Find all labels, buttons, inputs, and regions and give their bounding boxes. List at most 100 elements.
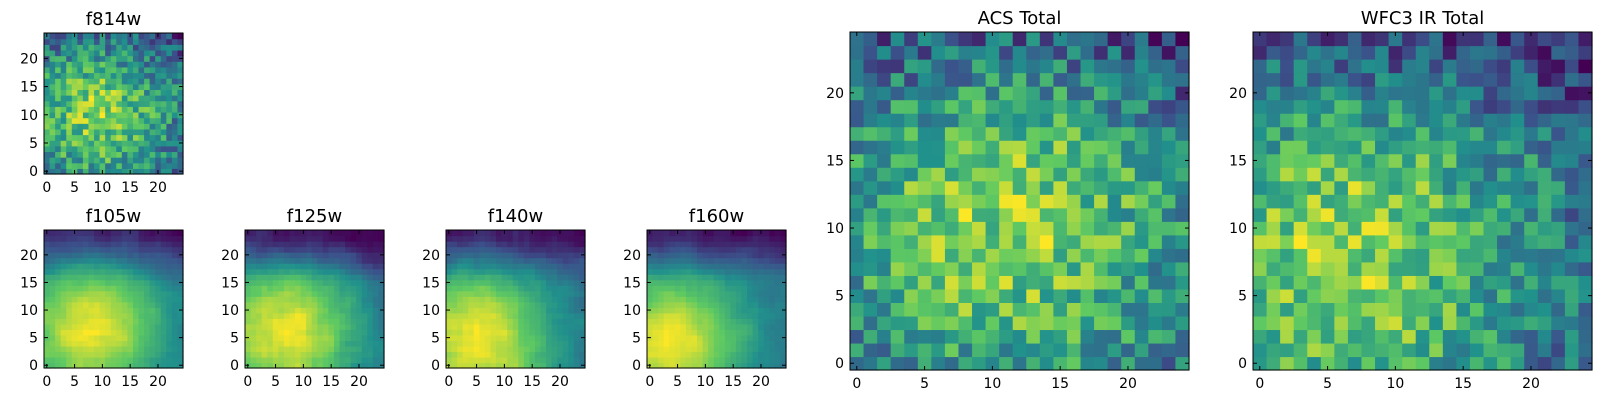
heatmap-cell xyxy=(132,345,140,353)
heatmap-cell xyxy=(669,279,676,286)
heatmap-cell xyxy=(719,274,726,281)
heatmap-cell xyxy=(1293,261,1308,276)
heatmap-cell xyxy=(250,263,257,270)
heatmap-cell xyxy=(944,315,960,331)
heatmap-cell xyxy=(512,301,519,308)
heatmap-cell xyxy=(55,145,62,153)
heatmap-cell xyxy=(1524,275,1539,290)
heatmap-cell xyxy=(166,95,173,102)
heatmap-cell xyxy=(1039,72,1054,87)
heatmap-cell xyxy=(685,362,693,369)
heatmap-cell xyxy=(44,162,51,169)
heatmap-cell xyxy=(1026,72,1041,87)
heatmap-cell xyxy=(1026,221,1041,236)
heatmap-cell xyxy=(735,301,743,308)
heatmap-cell xyxy=(60,78,67,85)
heatmap-cell xyxy=(917,167,932,182)
heatmap-cell xyxy=(300,246,307,253)
heatmap-cell xyxy=(1053,99,1068,114)
heatmap-cell xyxy=(719,362,726,369)
heatmap-cell xyxy=(171,252,179,259)
heatmap-cell xyxy=(669,290,676,297)
heatmap-cell xyxy=(446,257,453,264)
heatmap-cell xyxy=(105,151,112,158)
heatmap-cell xyxy=(121,49,128,57)
heatmap-cell xyxy=(1578,32,1593,47)
heatmap-cell xyxy=(451,230,458,237)
heatmap-cell xyxy=(132,257,140,264)
heatmap-cell xyxy=(1564,356,1580,371)
heatmap-cell xyxy=(77,230,84,237)
heatmap-cell xyxy=(1307,32,1322,47)
heatmap-cell xyxy=(88,257,95,264)
heatmap-cell xyxy=(333,241,341,248)
heatmap-cell xyxy=(1266,261,1281,276)
heatmap-cell xyxy=(479,252,486,259)
heatmap-cell xyxy=(127,329,134,336)
heatmap-cell xyxy=(462,301,469,308)
heatmap-cell xyxy=(702,334,709,341)
heatmap-cell xyxy=(77,323,84,330)
heatmap-cell xyxy=(1121,45,1136,60)
heatmap-cell xyxy=(138,334,145,341)
heatmap-cell xyxy=(116,307,123,314)
heatmap-cell xyxy=(741,235,748,242)
y-tick-label: 0 xyxy=(1238,356,1247,372)
heatmap-cell xyxy=(512,241,519,248)
heatmap-cell xyxy=(1066,45,1082,60)
heatmap-cell xyxy=(345,279,352,286)
heatmap-cell xyxy=(333,257,341,264)
heatmap-cell xyxy=(1148,207,1163,222)
heatmap-cell xyxy=(1456,315,1471,331)
heatmap-cell xyxy=(1456,342,1471,358)
heatmap-cell xyxy=(1429,207,1444,222)
heatmap-cell xyxy=(999,248,1014,263)
heatmap-cell xyxy=(105,140,112,147)
heatmap-cell xyxy=(322,334,329,341)
heatmap-cell xyxy=(177,89,184,96)
heatmap-cell xyxy=(94,168,101,175)
heatmap-cell xyxy=(551,285,558,292)
heatmap-cell xyxy=(752,268,759,275)
heatmap-cell xyxy=(149,151,156,158)
heatmap-cell xyxy=(1266,99,1281,114)
heatmap-cell xyxy=(1510,86,1525,101)
heatmap-cell xyxy=(780,329,787,336)
heatmap-cell xyxy=(730,263,737,270)
heatmap-cell xyxy=(691,318,698,325)
heatmap-cell xyxy=(1026,194,1041,209)
heatmap-cell xyxy=(166,117,173,124)
heatmap-cell xyxy=(540,285,547,292)
heatmap-cell xyxy=(60,279,67,286)
heatmap-cell xyxy=(71,290,78,297)
heatmap-cell xyxy=(1148,342,1163,358)
heatmap-cell xyxy=(663,323,670,330)
heatmap-cell xyxy=(361,323,368,330)
x-tick-label: 10 xyxy=(93,374,111,390)
x-tick-label: 0 xyxy=(645,374,654,390)
heatmap-cell xyxy=(1510,342,1525,358)
heatmap-cell xyxy=(66,72,73,79)
heatmap-cell xyxy=(1510,180,1525,195)
heatmap-cell xyxy=(116,151,123,158)
heatmap-cell xyxy=(116,33,123,40)
heatmap-cell xyxy=(904,45,919,60)
heatmap-cell xyxy=(350,296,357,303)
heatmap-cell xyxy=(367,312,374,319)
heatmap-cell xyxy=(1442,167,1457,182)
heatmap-cell xyxy=(361,312,368,319)
heatmap-cell xyxy=(747,268,754,275)
heatmap-cell xyxy=(66,33,73,40)
heatmap-cell xyxy=(1039,329,1054,344)
heatmap-cell xyxy=(350,230,357,237)
heatmap-cell xyxy=(1469,153,1485,168)
heatmap-cell xyxy=(77,55,84,62)
heatmap-cell xyxy=(1053,302,1068,317)
heatmap-cell xyxy=(1375,342,1390,358)
heatmap-cell xyxy=(518,340,525,347)
heatmap-cell xyxy=(66,268,73,275)
heatmap-cell xyxy=(105,246,112,253)
heatmap-cell xyxy=(256,329,263,336)
heatmap-cell xyxy=(105,134,112,141)
heatmap-cell xyxy=(155,78,162,85)
